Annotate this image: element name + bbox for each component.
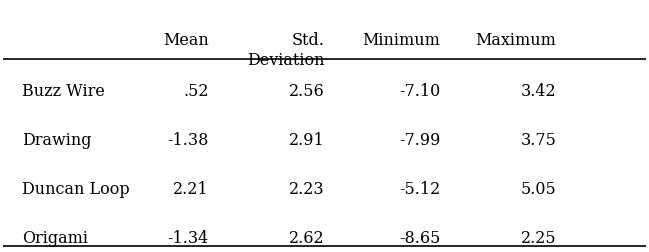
Text: -8.65: -8.65	[399, 230, 440, 247]
Text: 3.42: 3.42	[520, 83, 556, 100]
Text: 2.23: 2.23	[289, 181, 324, 198]
Text: 3.75: 3.75	[520, 132, 556, 149]
Text: -5.12: -5.12	[399, 181, 440, 198]
Text: Drawing: Drawing	[22, 132, 92, 149]
Text: 2.62: 2.62	[289, 230, 324, 247]
Text: Maximum: Maximum	[475, 32, 556, 49]
Text: Mean: Mean	[163, 32, 209, 49]
Text: 5.05: 5.05	[520, 181, 556, 198]
Text: 2.25: 2.25	[520, 230, 556, 247]
Text: 2.21: 2.21	[173, 181, 209, 198]
Text: Duncan Loop: Duncan Loop	[22, 181, 130, 198]
Text: .52: .52	[183, 83, 209, 100]
Text: Buzz Wire: Buzz Wire	[22, 83, 105, 100]
Text: -7.10: -7.10	[399, 83, 440, 100]
Text: -1.38: -1.38	[167, 132, 209, 149]
Text: -7.99: -7.99	[399, 132, 440, 149]
Text: 2.56: 2.56	[289, 83, 324, 100]
Text: 2.91: 2.91	[289, 132, 324, 149]
Text: Std.
Deviation: Std. Deviation	[247, 32, 324, 69]
Text: Minimum: Minimum	[362, 32, 440, 49]
Text: Origami: Origami	[22, 230, 88, 247]
Text: -1.34: -1.34	[167, 230, 209, 247]
